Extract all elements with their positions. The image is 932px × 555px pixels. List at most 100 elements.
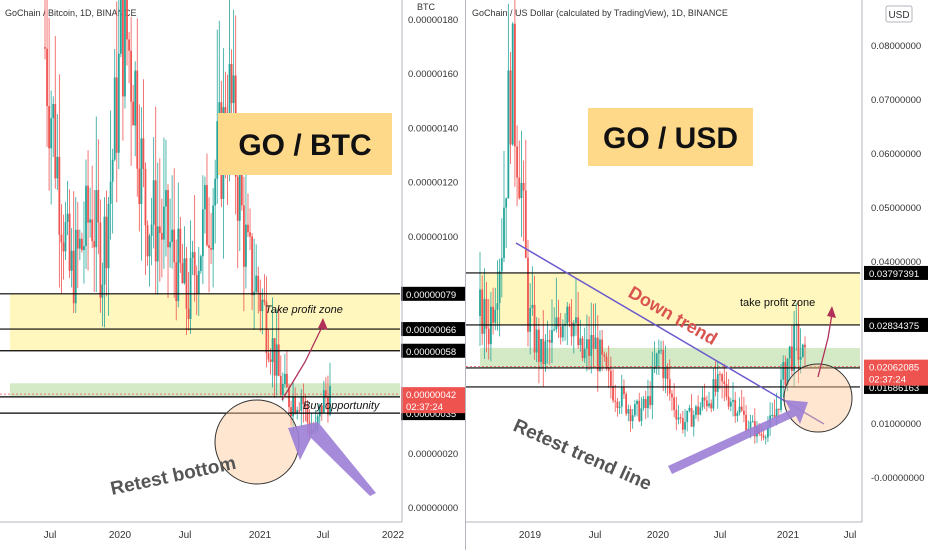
candle-body <box>524 190 527 258</box>
candle-body <box>612 386 614 401</box>
x-tick-label: 2021 <box>777 530 800 541</box>
candle-body <box>638 400 641 422</box>
candle-body <box>677 417 680 420</box>
candle-body <box>163 206 165 240</box>
candle-body <box>623 387 625 395</box>
candle-body <box>511 23 514 145</box>
candle-body <box>710 403 713 409</box>
candle-body <box>498 271 501 304</box>
left-chart: 0.000000790.000000660.000000580.00000041… <box>0 0 465 541</box>
candle-body <box>56 156 59 179</box>
candle-body <box>745 414 748 431</box>
candle-body <box>130 50 133 102</box>
candle-body <box>801 344 804 358</box>
candle-body <box>191 252 194 258</box>
candle-body <box>572 323 575 337</box>
candle-body <box>699 407 702 415</box>
candle-body <box>518 177 521 199</box>
candle-body <box>577 317 580 346</box>
candle-body <box>187 308 190 319</box>
candle-body <box>245 224 247 267</box>
target-arrow-head-right <box>827 306 836 318</box>
pair-title: GO / BTC <box>238 129 371 162</box>
candle-body <box>590 335 593 356</box>
y-tick-label: 0.04000000 <box>871 257 921 268</box>
candle-body <box>327 397 329 415</box>
candle-body <box>764 437 767 439</box>
y-tick-label: 0.06000000 <box>871 149 921 160</box>
candle-body <box>236 176 239 221</box>
candle-body <box>522 182 525 191</box>
candle-body <box>727 396 730 407</box>
level-badge <box>401 322 465 337</box>
level-badge-label: 0.00000035 <box>406 409 456 420</box>
currency-button-label[interactable]: USD <box>888 10 909 21</box>
candle-body <box>496 303 499 310</box>
candle-body <box>44 47 46 49</box>
current-price-badge <box>401 387 465 414</box>
level-badge-label: 0.03797391 <box>869 269 919 280</box>
candle-body <box>70 250 73 271</box>
candle-body <box>195 275 198 295</box>
candle-body <box>583 348 586 359</box>
candle-body <box>673 397 676 410</box>
currency-button[interactable] <box>885 5 913 23</box>
candle-body <box>124 0 126 97</box>
support-zone <box>480 347 860 368</box>
candle-body <box>553 329 556 331</box>
candle-body <box>629 409 632 422</box>
candle-body <box>134 70 137 126</box>
candle-body <box>780 379 782 410</box>
candle-body <box>74 229 77 304</box>
candle-body <box>767 426 769 438</box>
candle-body <box>60 234 63 243</box>
candle-body <box>799 357 802 360</box>
candle-body <box>95 190 98 248</box>
candle-body <box>185 258 188 309</box>
candle-body <box>52 104 55 119</box>
candle-body <box>197 270 200 295</box>
candle-body <box>103 216 106 285</box>
pair-title-box <box>588 108 753 166</box>
candle-body <box>216 121 219 179</box>
candle-body <box>111 159 114 182</box>
candle-body <box>91 219 94 242</box>
candle-body <box>760 433 763 436</box>
right-chart-title: GoChain / US Dollar (calculated by Tradi… <box>472 8 728 18</box>
candle-body <box>296 410 299 414</box>
candle-body <box>132 101 135 126</box>
candle-body <box>507 70 510 199</box>
candle-body <box>688 407 691 411</box>
candle-body <box>208 245 210 249</box>
candle-body <box>275 344 278 376</box>
candle-body <box>618 406 621 408</box>
candle-body <box>784 362 787 385</box>
candle-body <box>199 256 202 271</box>
candle-body <box>492 306 494 323</box>
candle-body <box>762 435 765 438</box>
candle-body <box>138 168 141 205</box>
candle-body <box>579 338 582 346</box>
target-arrow-line-right <box>817 313 833 378</box>
take-profit-zone-label-right: take profit zone <box>740 297 815 309</box>
target-arrow-line <box>281 324 324 401</box>
candle-body <box>607 367 610 371</box>
candle-body <box>537 329 540 362</box>
x-tick-label: 2019 <box>519 530 542 541</box>
candle-body <box>210 248 212 250</box>
retest-arrow <box>288 422 376 496</box>
candle-body <box>156 226 159 262</box>
candle-body <box>292 397 294 417</box>
left-chart-title: GoChain / Bitcoin, 1D, BINANCE <box>5 8 137 18</box>
candle-body <box>242 205 245 267</box>
candle-body <box>487 328 490 345</box>
candle-body <box>551 330 553 343</box>
candle-body <box>140 138 143 205</box>
candle-body <box>85 185 87 247</box>
candle-body <box>64 221 67 252</box>
countdown-label: 02:37:24 <box>869 375 906 386</box>
left-currency-label: BTC <box>417 2 436 12</box>
candle-body <box>544 341 547 365</box>
candle-body <box>128 39 130 51</box>
